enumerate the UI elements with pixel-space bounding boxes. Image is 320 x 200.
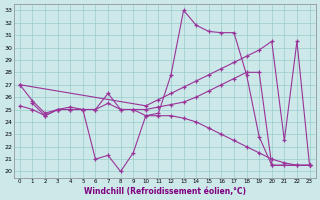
X-axis label: Windchill (Refroidissement éolien,°C): Windchill (Refroidissement éolien,°C) bbox=[84, 187, 246, 196]
